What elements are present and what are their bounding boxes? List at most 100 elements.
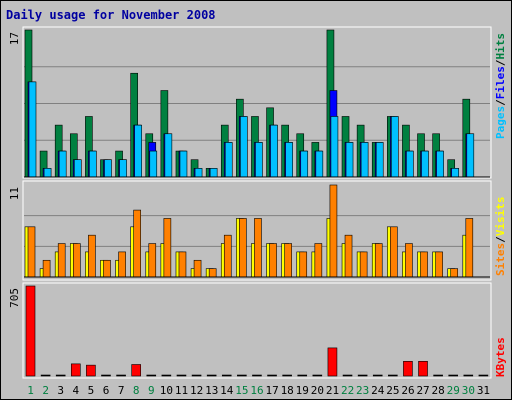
bar-kbytes bbox=[403, 361, 413, 377]
side-label-part: Pages bbox=[494, 106, 507, 139]
side-label-hits: Pages/Files/Hits bbox=[494, 33, 507, 139]
x-label-day: 24 bbox=[371, 384, 385, 397]
x-label-day: 21 bbox=[326, 384, 339, 397]
panel-hits-border bbox=[22, 26, 492, 179]
bar-pages bbox=[73, 159, 82, 178]
bar-pages bbox=[240, 116, 248, 178]
bar-pages bbox=[89, 150, 97, 178]
bar-kbytes bbox=[463, 374, 474, 377]
bar-pages bbox=[58, 150, 67, 178]
bar-pages bbox=[119, 159, 127, 178]
x-label-day: 8 bbox=[133, 384, 140, 397]
bar-pages bbox=[421, 150, 429, 178]
x-label-day: 1 bbox=[27, 384, 34, 397]
side-label-kbytes: KBytes bbox=[494, 337, 507, 377]
bar-kbytes bbox=[448, 374, 459, 377]
y-max-label-kbytes: 705 bbox=[8, 288, 21, 308]
bar-pages bbox=[270, 124, 278, 178]
x-label-day: 17 bbox=[265, 384, 278, 397]
bar-kbytes bbox=[206, 374, 217, 377]
bar-sites bbox=[223, 234, 232, 278]
bar-sites bbox=[269, 243, 277, 278]
bar-sites bbox=[344, 234, 353, 278]
side-label-visits: Sites/Visits bbox=[494, 197, 507, 277]
x-label-day: 15 bbox=[235, 384, 248, 397]
bar-kbytes bbox=[297, 374, 308, 377]
bar-pages bbox=[194, 168, 203, 178]
x-label-day: 29 bbox=[447, 384, 460, 397]
bar-sites bbox=[405, 243, 413, 278]
x-label-day: 22 bbox=[341, 384, 354, 397]
bar-pages bbox=[43, 168, 52, 178]
bar-sites bbox=[254, 218, 262, 278]
bar-sites bbox=[148, 243, 157, 278]
x-label-day: 7 bbox=[118, 384, 125, 397]
bar-kbytes bbox=[418, 361, 428, 377]
bar-sites bbox=[42, 259, 51, 278]
bar-sites bbox=[27, 226, 36, 278]
bar-sites bbox=[239, 218, 247, 278]
bar-pages bbox=[466, 133, 475, 178]
bar-kbytes bbox=[161, 374, 172, 377]
bar-pages bbox=[315, 150, 324, 178]
x-label-day: 19 bbox=[296, 384, 309, 397]
bar-pages bbox=[149, 150, 158, 178]
bar-pages bbox=[28, 81, 37, 178]
bar-sites bbox=[208, 268, 217, 278]
bar-sites bbox=[450, 268, 459, 278]
bar-pages bbox=[375, 142, 384, 178]
x-label-day: 2 bbox=[42, 384, 49, 397]
bar-pages bbox=[104, 159, 112, 178]
bar-kbytes bbox=[101, 374, 111, 377]
bar-sites bbox=[420, 251, 428, 278]
bar-kbytes bbox=[146, 374, 157, 377]
side-label-part: / bbox=[494, 99, 507, 106]
bar-kbytes bbox=[221, 374, 232, 377]
bar-sites bbox=[163, 218, 172, 278]
bar-pages bbox=[285, 142, 293, 178]
bar-kbytes bbox=[388, 374, 398, 377]
bar-pages bbox=[209, 168, 218, 178]
x-label-day: 5 bbox=[88, 384, 95, 397]
x-label-day: 14 bbox=[220, 384, 234, 397]
bar-kbytes bbox=[433, 374, 443, 377]
side-label-part: KBytes bbox=[494, 337, 507, 377]
bar-sites bbox=[178, 251, 187, 278]
bar-kbytes bbox=[70, 363, 81, 377]
bar-kbytes bbox=[40, 374, 51, 377]
bar-sites bbox=[72, 243, 81, 278]
bar-pages bbox=[255, 142, 263, 178]
bar-pages bbox=[300, 150, 309, 178]
bar-kbytes bbox=[191, 374, 202, 377]
bar-kbytes bbox=[25, 285, 36, 377]
bar-kbytes bbox=[342, 374, 353, 377]
bar-kbytes bbox=[252, 374, 262, 377]
bar-kbytes bbox=[55, 374, 66, 377]
side-label-part: Files bbox=[494, 66, 507, 99]
bar-sites bbox=[359, 251, 368, 278]
x-label-day: 30 bbox=[462, 384, 475, 397]
bar-kbytes bbox=[116, 374, 126, 377]
bar-sites bbox=[118, 251, 126, 278]
x-label-day: 16 bbox=[250, 384, 263, 397]
bar-kbytes bbox=[478, 374, 489, 377]
bar-sites bbox=[329, 184, 338, 278]
bar-kbytes bbox=[357, 374, 368, 377]
chart-title: Daily usage for November 2008 bbox=[6, 8, 216, 22]
bar-pages bbox=[345, 142, 354, 178]
side-label-part: Visits bbox=[494, 197, 507, 237]
bar-pages bbox=[224, 142, 233, 178]
panel-kbytes-border bbox=[22, 282, 492, 379]
side-label-part: Hits bbox=[494, 33, 507, 60]
bar-sites bbox=[193, 259, 202, 278]
bar-sites bbox=[88, 234, 96, 278]
bar-pages bbox=[451, 168, 460, 178]
x-label-day: 6 bbox=[103, 384, 110, 397]
side-label-part: / bbox=[494, 59, 507, 66]
bar-kbytes bbox=[372, 374, 383, 377]
bar-pages bbox=[330, 116, 339, 178]
bar-kbytes bbox=[282, 374, 292, 377]
bar-kbytes bbox=[327, 347, 338, 377]
bar-kbytes bbox=[312, 374, 323, 377]
